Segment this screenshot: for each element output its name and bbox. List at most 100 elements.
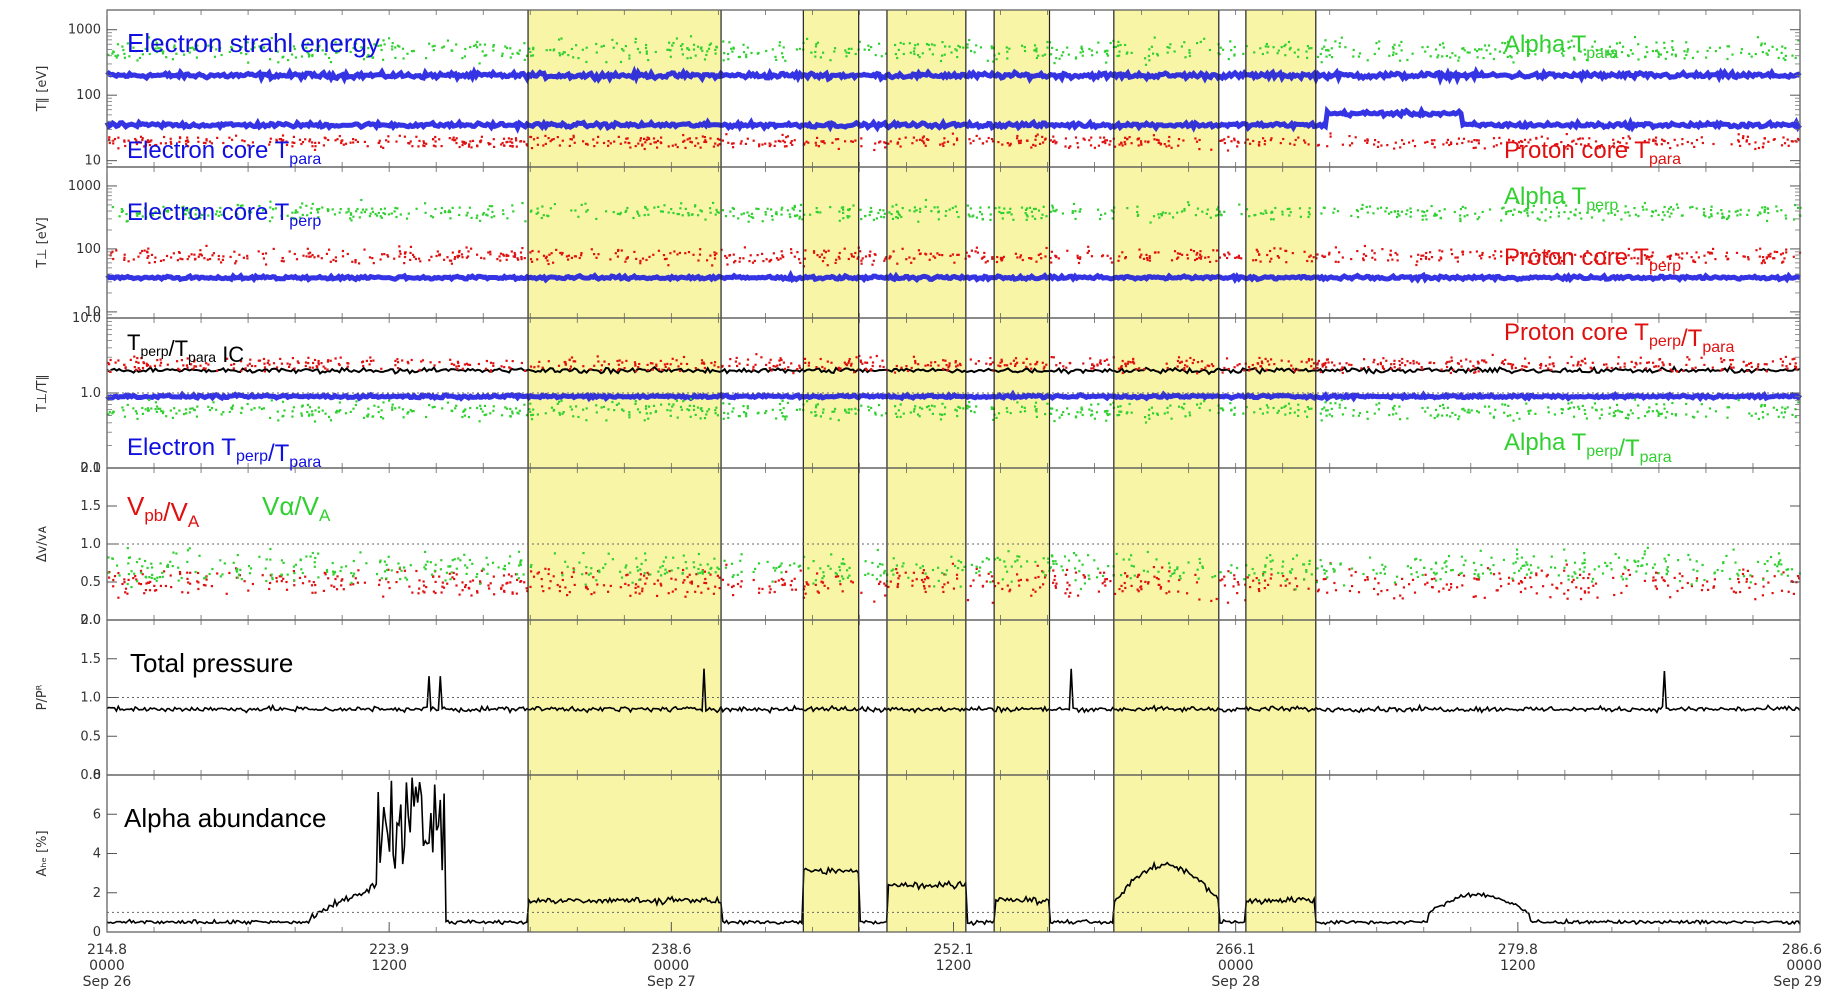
data-point xyxy=(659,210,663,213)
data-point xyxy=(1707,588,1710,591)
data-point xyxy=(300,405,304,408)
data-point xyxy=(1385,207,1388,210)
data-point xyxy=(570,138,573,141)
data-point xyxy=(338,401,341,404)
data-point xyxy=(973,411,976,414)
data-point xyxy=(648,255,651,258)
data-point xyxy=(1317,588,1320,591)
data-point xyxy=(1570,401,1573,404)
data-point xyxy=(1489,208,1492,211)
data-point xyxy=(1492,573,1496,576)
data-point xyxy=(485,413,488,416)
data-point xyxy=(1393,147,1396,150)
data-point xyxy=(1393,43,1396,46)
data-point xyxy=(339,208,342,211)
data-point xyxy=(657,249,660,252)
data-point xyxy=(789,141,792,144)
data-point xyxy=(536,258,539,261)
data-point xyxy=(547,262,550,266)
data-point xyxy=(123,581,126,584)
data-point xyxy=(1119,43,1122,47)
data-point xyxy=(1572,578,1575,581)
data-point xyxy=(1712,586,1715,589)
data-point xyxy=(687,214,690,217)
data-point xyxy=(891,205,894,208)
data-point xyxy=(1544,208,1547,211)
data-point xyxy=(870,46,873,49)
data-point xyxy=(714,361,717,364)
data-point xyxy=(966,43,969,46)
data-point xyxy=(651,368,654,371)
data-point xyxy=(1208,409,1211,412)
data-point xyxy=(651,362,654,365)
data-point xyxy=(417,592,420,595)
data-point xyxy=(926,364,929,367)
data-point xyxy=(1210,148,1213,151)
data-point xyxy=(503,366,506,369)
data-point xyxy=(1483,44,1487,47)
data-point xyxy=(774,140,777,143)
data-point xyxy=(1563,145,1566,148)
data-point xyxy=(784,59,787,62)
data-point xyxy=(307,252,310,255)
data-point xyxy=(821,581,825,584)
data-point xyxy=(1780,144,1784,147)
data-point xyxy=(467,255,470,258)
data-point xyxy=(230,45,233,49)
data-point xyxy=(1044,53,1047,56)
data-point xyxy=(1708,216,1711,219)
data-point xyxy=(1474,366,1477,370)
data-point xyxy=(480,135,483,138)
data-point xyxy=(1296,585,1299,588)
data-point xyxy=(682,140,685,143)
data-point xyxy=(1512,256,1515,259)
data-point xyxy=(510,138,513,141)
data-point xyxy=(448,572,451,575)
data-point xyxy=(1781,360,1784,363)
data-point xyxy=(1475,578,1479,581)
data-point xyxy=(1775,48,1778,51)
data-point xyxy=(1754,141,1757,144)
data-point xyxy=(189,571,192,574)
data-point xyxy=(1108,143,1111,146)
data-point xyxy=(1566,147,1569,150)
data-point xyxy=(916,43,919,46)
data-point xyxy=(987,136,990,140)
data-point xyxy=(816,136,819,139)
data-point xyxy=(457,362,460,365)
data-point xyxy=(1148,417,1151,420)
data-point xyxy=(1096,567,1099,570)
data-point xyxy=(850,408,853,411)
data-point xyxy=(367,407,370,410)
data-point xyxy=(1148,48,1151,51)
data-point xyxy=(403,255,407,259)
data-point xyxy=(1284,584,1287,587)
data-point xyxy=(165,56,168,59)
data-point xyxy=(507,137,510,140)
data-point xyxy=(1668,207,1671,210)
data-point xyxy=(735,356,738,359)
data-point xyxy=(1276,411,1279,414)
data-point xyxy=(860,262,863,265)
data-point xyxy=(772,566,775,569)
data-point xyxy=(461,367,464,370)
data-point xyxy=(518,49,521,52)
data-point xyxy=(122,48,125,52)
data-point xyxy=(306,42,309,45)
data-point xyxy=(1393,359,1396,362)
data-point xyxy=(727,416,730,419)
data-point xyxy=(1710,209,1713,212)
data-point xyxy=(1761,594,1764,597)
data-point xyxy=(1613,55,1617,58)
data-point xyxy=(1043,365,1046,368)
data-point xyxy=(883,141,886,144)
data-point xyxy=(646,369,649,372)
data-point xyxy=(250,211,253,214)
data-point xyxy=(411,253,415,256)
data-point xyxy=(1614,410,1617,413)
data-point xyxy=(1426,140,1429,143)
data-point xyxy=(789,215,792,219)
data-point xyxy=(621,48,624,51)
data-point xyxy=(1546,137,1549,140)
data-point xyxy=(548,253,551,256)
